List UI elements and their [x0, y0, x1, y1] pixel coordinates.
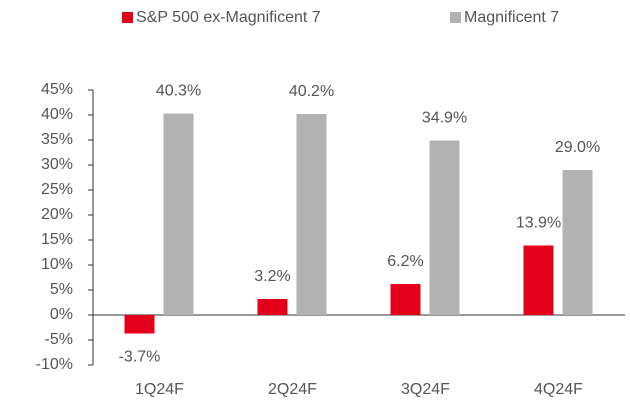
y-tick-label: -10% [36, 356, 73, 373]
y-tick-label: 45% [41, 81, 73, 98]
bar [257, 299, 288, 315]
bar [523, 245, 554, 315]
x-tick-label: 3Q24F [401, 381, 450, 398]
legend-label: S&P 500 ex-Magnificent 7 [136, 9, 321, 26]
y-tick-label: 40% [41, 106, 73, 123]
y-tick-label: 15% [41, 231, 73, 248]
value-label: -3.7% [119, 349, 161, 366]
x-tick-label: 4Q24F [534, 381, 583, 398]
x-tick-label: 1Q24F [135, 381, 184, 398]
value-label: 3.2% [254, 268, 290, 285]
bar [296, 114, 327, 315]
value-label: 29.0% [555, 139, 600, 156]
y-tick-label: 5% [50, 281, 73, 298]
value-label: 13.9% [516, 215, 561, 232]
x-tick-label: 2Q24F [268, 381, 317, 398]
legend-swatch [122, 12, 133, 23]
y-tick-label: 35% [41, 131, 73, 148]
bar [562, 170, 593, 315]
y-tick-label: 30% [41, 156, 73, 173]
bar [429, 140, 460, 315]
y-tick-label: -5% [45, 331, 73, 348]
bar [390, 284, 421, 315]
bar [163, 113, 194, 315]
value-label: 34.9% [422, 110, 467, 127]
legend-label: Magnificent 7 [464, 9, 559, 26]
bar [124, 315, 155, 334]
y-tick-label: 20% [41, 206, 73, 223]
value-label: 6.2% [387, 253, 423, 270]
value-label: 40.3% [156, 83, 201, 100]
legend-swatch [450, 12, 461, 23]
y-tick-label: 10% [41, 256, 73, 273]
y-tick-label: 0% [50, 306, 73, 323]
value-label: 40.2% [289, 83, 334, 100]
y-tick-label: 25% [41, 181, 73, 198]
